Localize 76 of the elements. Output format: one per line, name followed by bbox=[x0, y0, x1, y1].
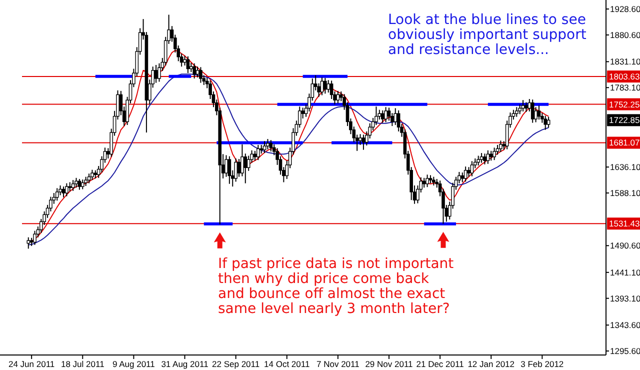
candlestick bbox=[87, 173, 91, 184]
candlestick bbox=[80, 179, 84, 190]
candlestick bbox=[394, 108, 398, 126]
candlestick bbox=[544, 115, 548, 130]
candlestick bbox=[320, 76, 324, 96]
candlestick bbox=[262, 140, 266, 154]
candlestick bbox=[65, 182, 68, 197]
candlestick bbox=[33, 230, 36, 246]
candlestick bbox=[358, 134, 362, 146]
candlestick bbox=[467, 166, 470, 178]
candlestick bbox=[234, 158, 238, 182]
candlestick bbox=[192, 62, 196, 79]
candlestick bbox=[55, 188, 59, 202]
x-tick-label: 9 Aug 2011 bbox=[112, 359, 156, 369]
candlestick bbox=[228, 156, 232, 184]
candlestick bbox=[224, 154, 228, 178]
candlestick bbox=[84, 176, 88, 186]
candlestick bbox=[189, 62, 193, 72]
candlestick bbox=[26, 236, 30, 250]
candlestick bbox=[362, 134, 366, 150]
candlestick bbox=[324, 77, 327, 94]
candlestick bbox=[486, 150, 490, 164]
x-tick-label: 21 Dec 2011 bbox=[416, 359, 464, 369]
candlestick bbox=[483, 153, 486, 165]
annotation: Look at the blue lines to see obviously important support and resistance levels... bbox=[388, 12, 587, 58]
candlestick bbox=[74, 177, 78, 188]
candlestick bbox=[237, 158, 241, 178]
candlestick bbox=[492, 147, 496, 161]
x-tick-label: 18 Jul 2011 bbox=[60, 359, 105, 369]
candlestick bbox=[470, 160, 474, 177]
candlestick bbox=[90, 169, 94, 181]
candlestick bbox=[186, 56, 190, 74]
x-tick-label: 29 Nov 2011 bbox=[365, 359, 414, 369]
x-tick-label: 22 Sep 2011 bbox=[212, 359, 260, 369]
candlestick bbox=[244, 153, 248, 184]
candlestick bbox=[476, 155, 480, 166]
candlestick bbox=[336, 90, 340, 104]
x-tick-label: 14 Oct 2011 bbox=[264, 359, 310, 369]
candlestick bbox=[518, 104, 522, 115]
candlestick bbox=[326, 80, 330, 94]
x-tick-label: 24 Jun 2011 bbox=[8, 359, 55, 369]
candlestick bbox=[537, 104, 541, 120]
annotation: If past price data is not important then why did price come back and bounce off almost the exact same level nearly 3 month later? bbox=[218, 256, 454, 317]
candlestick bbox=[71, 180, 75, 192]
x-tick-label: 7 Nov 2011 bbox=[316, 359, 360, 369]
candlestick bbox=[530, 99, 534, 124]
x-tick-label: 3 Feb 2012 bbox=[520, 359, 564, 369]
candlestick bbox=[464, 166, 468, 182]
candlestick bbox=[154, 64, 158, 84]
candlestick bbox=[546, 116, 550, 128]
candlestick bbox=[199, 66, 202, 84]
ref-line-label: 1803.63 bbox=[609, 71, 640, 82]
candlestick bbox=[196, 66, 200, 78]
candlestick bbox=[269, 140, 273, 152]
candlestick bbox=[534, 106, 538, 123]
candlestick bbox=[68, 182, 72, 192]
candlestick bbox=[521, 100, 525, 112]
candlestick bbox=[480, 152, 484, 164]
text: 1722.85 bbox=[609, 115, 640, 126]
candlestick bbox=[380, 110, 384, 124]
x-tick-label: 12 Jan 2012 bbox=[468, 359, 515, 369]
candlestick bbox=[426, 174, 429, 188]
candlestick bbox=[460, 172, 464, 183]
ref-line-label: 1531.43 bbox=[609, 218, 640, 229]
candlestick bbox=[78, 178, 82, 190]
candlestick bbox=[499, 140, 502, 152]
x-tick-label: 31 Aug 2011 bbox=[161, 359, 209, 369]
candlestick bbox=[183, 55, 186, 66]
candlestick bbox=[256, 144, 260, 161]
candlestick bbox=[514, 106, 518, 118]
candlestick bbox=[266, 138, 270, 150]
candlestick bbox=[524, 102, 528, 112]
ref-line-label: 1752.25 bbox=[609, 99, 640, 110]
candlestick bbox=[62, 186, 66, 198]
ref-line-label: 1681.07 bbox=[609, 138, 640, 148]
candlestick bbox=[384, 106, 388, 123]
